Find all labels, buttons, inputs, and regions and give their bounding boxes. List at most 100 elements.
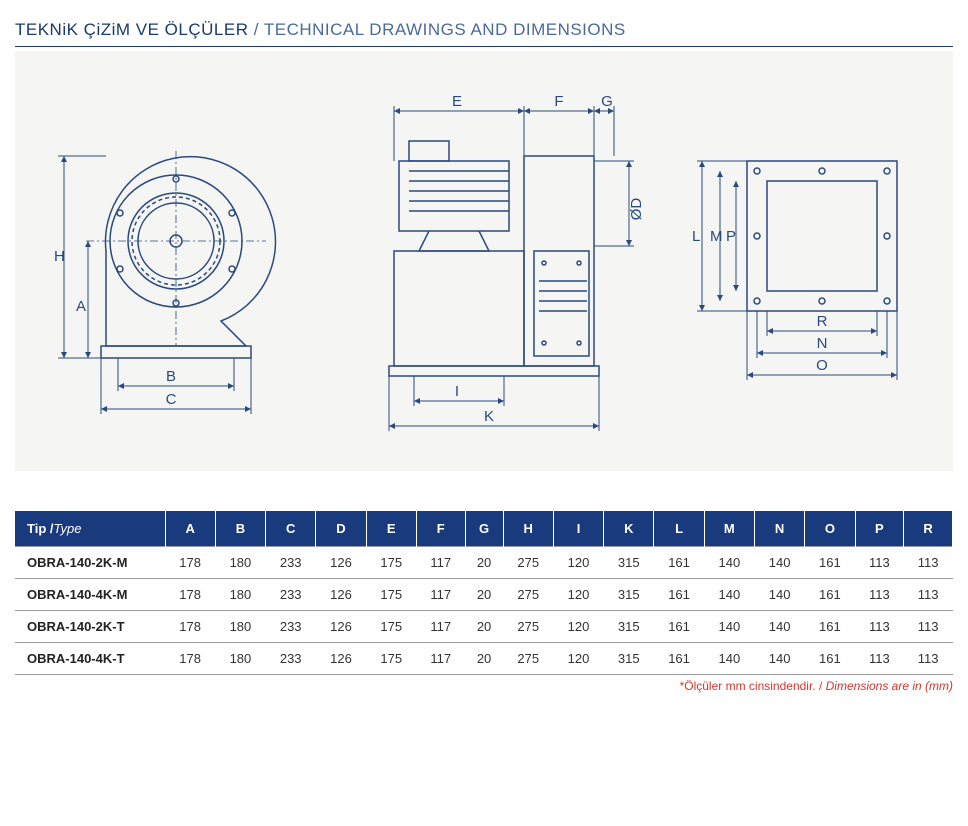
cell-value: 161 bbox=[805, 643, 855, 675]
cell-value: 140 bbox=[704, 643, 754, 675]
dim-label-P: P bbox=[726, 228, 736, 245]
cell-value: 233 bbox=[266, 611, 316, 643]
cell-value: 120 bbox=[553, 547, 603, 579]
cell-value: 175 bbox=[366, 643, 416, 675]
col-header: M bbox=[704, 511, 754, 547]
cell-value: 126 bbox=[316, 611, 366, 643]
cell-value: 140 bbox=[704, 579, 754, 611]
cell-value: 178 bbox=[165, 547, 215, 579]
title-sub: / TECHNICAL DRAWINGS AND DIMENSIONS bbox=[254, 20, 626, 39]
cell-value: 140 bbox=[754, 579, 804, 611]
cell-value: 126 bbox=[316, 643, 366, 675]
cell-value: 20 bbox=[465, 579, 503, 611]
cell-value: 233 bbox=[266, 547, 316, 579]
cell-value: 275 bbox=[503, 611, 553, 643]
dim-label-C: C bbox=[166, 391, 177, 408]
cell-value: 161 bbox=[805, 611, 855, 643]
cell-value: 178 bbox=[165, 643, 215, 675]
dim-label-K: K bbox=[484, 408, 494, 425]
col-header: G bbox=[465, 511, 503, 547]
col-header: I bbox=[553, 511, 603, 547]
cell-value: 117 bbox=[416, 579, 465, 611]
table-row: OBRA-140-2K-T178180233126175117202751203… bbox=[15, 611, 953, 643]
cell-value: 233 bbox=[266, 579, 316, 611]
footnote-sub: Dimensions are in (mm) bbox=[826, 679, 953, 693]
cell-value: 113 bbox=[855, 643, 904, 675]
col-header: D bbox=[316, 511, 366, 547]
cell-value: 113 bbox=[855, 611, 904, 643]
col-header: K bbox=[604, 511, 654, 547]
cell-value: 175 bbox=[366, 547, 416, 579]
dim-label-N: N bbox=[816, 335, 827, 352]
col-header: E bbox=[366, 511, 416, 547]
cell-value: 315 bbox=[604, 579, 654, 611]
dim-label-R: R bbox=[816, 313, 827, 330]
cell-value: 117 bbox=[416, 611, 465, 643]
cell-value: 161 bbox=[654, 579, 704, 611]
dim-label-D: ØD bbox=[628, 198, 645, 221]
technical-drawing-area: H A B C bbox=[15, 51, 953, 471]
cell-value: 113 bbox=[855, 547, 904, 579]
cell-value: 175 bbox=[366, 579, 416, 611]
cell-value: 161 bbox=[654, 611, 704, 643]
cell-type: OBRA-140-4K-M bbox=[15, 579, 165, 611]
cell-value: 140 bbox=[754, 611, 804, 643]
cell-value: 180 bbox=[215, 547, 265, 579]
cell-value: 233 bbox=[266, 643, 316, 675]
col-header: C bbox=[266, 511, 316, 547]
flange-view-drawing: L M P R N O bbox=[692, 131, 922, 391]
col-header-type-main: Tip / bbox=[27, 521, 53, 536]
cell-value: 275 bbox=[503, 579, 553, 611]
side-view-drawing: E F G ØD I K bbox=[329, 81, 649, 441]
dim-label-M: M bbox=[710, 228, 723, 245]
footnote: *Ölçüler mm cinsindendir. / Dimensions a… bbox=[15, 679, 953, 693]
cell-value: 20 bbox=[465, 547, 503, 579]
cell-value: 275 bbox=[503, 643, 553, 675]
cell-value: 126 bbox=[316, 579, 366, 611]
col-header: L bbox=[654, 511, 704, 547]
cell-type: OBRA-140-4K-T bbox=[15, 643, 165, 675]
cell-value: 113 bbox=[904, 547, 953, 579]
front-view-drawing: H A B C bbox=[46, 101, 286, 421]
table-row: OBRA-140-4K-M178180233126175117202751203… bbox=[15, 579, 953, 611]
cell-value: 126 bbox=[316, 547, 366, 579]
dim-label-O: O bbox=[816, 357, 828, 374]
cell-value: 20 bbox=[465, 643, 503, 675]
cell-value: 161 bbox=[654, 643, 704, 675]
cell-value: 20 bbox=[465, 611, 503, 643]
col-header: B bbox=[215, 511, 265, 547]
table-row: OBRA-140-2K-M178180233126175117202751203… bbox=[15, 547, 953, 579]
cell-value: 161 bbox=[805, 547, 855, 579]
cell-value: 315 bbox=[604, 547, 654, 579]
table-row: OBRA-140-4K-T178180233126175117202751203… bbox=[15, 643, 953, 675]
cell-value: 178 bbox=[165, 611, 215, 643]
dimensions-table: Tip /Type A B C D E F G H I K L M N O P … bbox=[15, 511, 953, 675]
cell-value: 120 bbox=[553, 579, 603, 611]
table-header-row: Tip /Type A B C D E F G H I K L M N O P … bbox=[15, 511, 953, 547]
dim-label-I: I bbox=[455, 383, 459, 400]
cell-value: 113 bbox=[904, 611, 953, 643]
col-header: O bbox=[805, 511, 855, 547]
cell-value: 140 bbox=[704, 611, 754, 643]
dim-label-F: F bbox=[554, 93, 563, 110]
cell-value: 315 bbox=[604, 611, 654, 643]
col-header: N bbox=[754, 511, 804, 547]
col-header-type: Tip /Type bbox=[15, 511, 165, 547]
cell-type: OBRA-140-2K-T bbox=[15, 611, 165, 643]
col-header: P bbox=[855, 511, 904, 547]
col-header: A bbox=[165, 511, 215, 547]
dim-label-B: B bbox=[166, 368, 176, 385]
dim-label-H: H bbox=[54, 248, 65, 265]
cell-value: 178 bbox=[165, 579, 215, 611]
cell-value: 275 bbox=[503, 547, 553, 579]
cell-value: 117 bbox=[416, 643, 465, 675]
cell-value: 161 bbox=[654, 547, 704, 579]
cell-value: 120 bbox=[553, 611, 603, 643]
cell-value: 180 bbox=[215, 579, 265, 611]
col-header: R bbox=[904, 511, 953, 547]
cell-value: 113 bbox=[904, 579, 953, 611]
cell-value: 140 bbox=[754, 643, 804, 675]
cell-value: 120 bbox=[553, 643, 603, 675]
cell-value: 315 bbox=[604, 643, 654, 675]
cell-value: 175 bbox=[366, 611, 416, 643]
